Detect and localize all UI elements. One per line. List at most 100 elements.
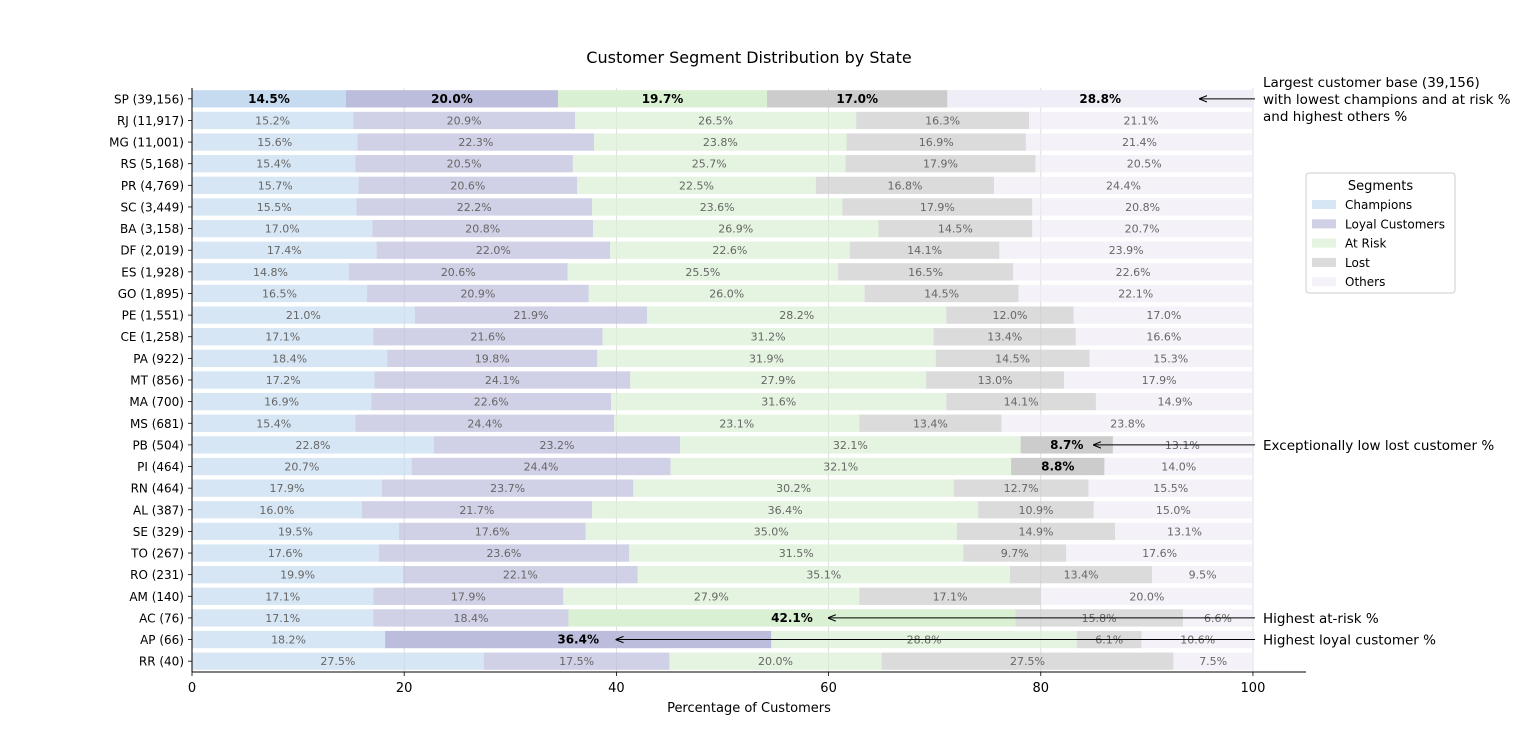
- bar-at-risk-sp: [558, 90, 768, 108]
- bar-others-rn: [1088, 479, 1253, 497]
- data-label: 17.0%: [265, 223, 300, 236]
- bar-at-risk-se: [585, 522, 957, 541]
- bar-champions-es: [192, 263, 350, 281]
- data-label: 20.6%: [441, 266, 476, 279]
- bar-loyal-customers-ms: [355, 414, 615, 432]
- bar-at-risk-al: [591, 501, 979, 519]
- data-label: 17.6%: [268, 547, 303, 560]
- bar-champions-pe: [192, 306, 415, 324]
- data-label: 18.4%: [272, 352, 307, 365]
- legend-swatch-champions: [1312, 200, 1336, 209]
- bars-group: [192, 90, 1255, 670]
- bar-loyal-customers-am: [373, 587, 564, 605]
- annotation-text: Largest customer base (39,156): [1263, 75, 1480, 91]
- data-label: 16.0%: [259, 504, 294, 517]
- y-tick-label: MA (700): [129, 395, 184, 409]
- annotation-text: Highest at-risk %: [1263, 611, 1379, 627]
- bar-champions-ac: [192, 609, 374, 627]
- data-label: 18.4%: [454, 612, 489, 625]
- legend-swatch-others: [1312, 277, 1336, 287]
- bar-champions-sc: [192, 198, 357, 216]
- data-label: 13.4%: [1064, 569, 1099, 582]
- data-label: 31.6%: [761, 396, 796, 409]
- bar-others-go: [1018, 284, 1253, 303]
- bar-champions-sp: [192, 90, 346, 108]
- data-label: 32.1%: [833, 439, 868, 452]
- bar-at-risk-ce: [602, 328, 934, 346]
- y-tick-label: SP (39,156): [114, 92, 184, 106]
- data-label: 23.6%: [700, 201, 735, 214]
- data-label: 9.7%: [1001, 547, 1029, 560]
- y-tick-label: DF (2,019): [120, 244, 184, 258]
- data-label: 16.8%: [887, 179, 922, 192]
- y-tick-label: RN (464): [131, 482, 184, 496]
- data-label: 31.5%: [779, 547, 814, 560]
- data-label: 20.5%: [1127, 158, 1162, 171]
- y-tick-label: PE (1,551): [122, 309, 184, 323]
- y-tick-label: MG (11,001): [109, 136, 184, 150]
- bar-loyal-customers-go: [367, 284, 589, 303]
- bar-lost-al: [978, 501, 1094, 519]
- bar-at-risk-mg: [594, 133, 847, 151]
- data-label: 20.9%: [460, 287, 495, 300]
- bar-others-sc: [1032, 198, 1253, 216]
- data-label: 17.0%: [836, 92, 878, 106]
- bar-champions-ce: [192, 328, 374, 346]
- bar-champions-rn: [192, 479, 382, 497]
- data-label: 13.4%: [987, 331, 1022, 344]
- data-label: 17.1%: [265, 590, 300, 603]
- bar-champions-ro: [192, 566, 404, 584]
- bar-at-risk-rs: [572, 155, 846, 173]
- x-tick-label: 20: [396, 681, 413, 696]
- bar-lost-es: [838, 263, 1014, 281]
- data-label: 19.7%: [642, 92, 684, 106]
- data-label: 20.9%: [447, 114, 482, 127]
- bar-others-sp: [947, 90, 1253, 108]
- bar-at-risk-ac: [568, 609, 1016, 627]
- bar-at-risk-pi: [670, 457, 1012, 476]
- bar-champions-ap: [192, 630, 386, 649]
- data-label: 15.6%: [257, 136, 292, 149]
- data-label: 19.8%: [475, 352, 510, 365]
- bar-at-risk-rn: [633, 479, 954, 497]
- bar-champions-df: [192, 241, 377, 259]
- data-label: 17.0%: [1146, 309, 1181, 322]
- data-label: 17.6%: [475, 525, 510, 538]
- data-label: 21.0%: [286, 309, 321, 322]
- data-label: 15.2%: [255, 114, 290, 127]
- y-tick-label: PR (4,769): [121, 179, 184, 193]
- data-label: 15.4%: [256, 417, 291, 430]
- bar-lost-pb: [1020, 436, 1113, 454]
- y-tick-label: AM (140): [129, 590, 184, 604]
- bar-champions-pr: [192, 176, 359, 194]
- y-tick-label: CE (1,258): [121, 330, 185, 344]
- data-label: 12.7%: [1004, 482, 1039, 495]
- legend-label-champions: Champions: [1345, 198, 1412, 212]
- data-label: 17.4%: [267, 244, 302, 257]
- data-label: 23.8%: [1110, 417, 1145, 430]
- data-label: 17.9%: [1142, 374, 1177, 387]
- y-tick-label: GO (1,895): [118, 287, 184, 301]
- data-label: 17.9%: [920, 201, 955, 214]
- data-label: 8.8%: [1041, 460, 1074, 474]
- data-label: 30.2%: [776, 482, 811, 495]
- data-label: 25.5%: [685, 266, 720, 279]
- bar-champions-pa: [192, 349, 388, 368]
- bar-at-risk-am: [563, 587, 860, 605]
- data-label: 20.0%: [431, 92, 473, 106]
- bar-lost-pe: [946, 306, 1074, 324]
- data-label: 13.0%: [978, 374, 1013, 387]
- legend: Segments Champions Loyal Customers At Risk L…: [1305, 172, 1456, 294]
- data-label: 21.6%: [471, 331, 506, 344]
- bar-at-risk-es: [567, 263, 839, 281]
- data-label: 14.1%: [907, 244, 942, 257]
- data-label: 15.0%: [1156, 504, 1191, 517]
- data-label: 22.0%: [476, 244, 511, 257]
- y-tick-label: MS (681): [130, 417, 184, 431]
- bar-others-ro: [1152, 566, 1253, 584]
- bar-others-ba: [1032, 219, 1252, 238]
- bar-loyal-customers-rr: [483, 652, 670, 670]
- data-label: 19.5%: [278, 525, 313, 538]
- data-label: 23.7%: [490, 482, 525, 495]
- y-tick-label: TO (267): [130, 547, 184, 561]
